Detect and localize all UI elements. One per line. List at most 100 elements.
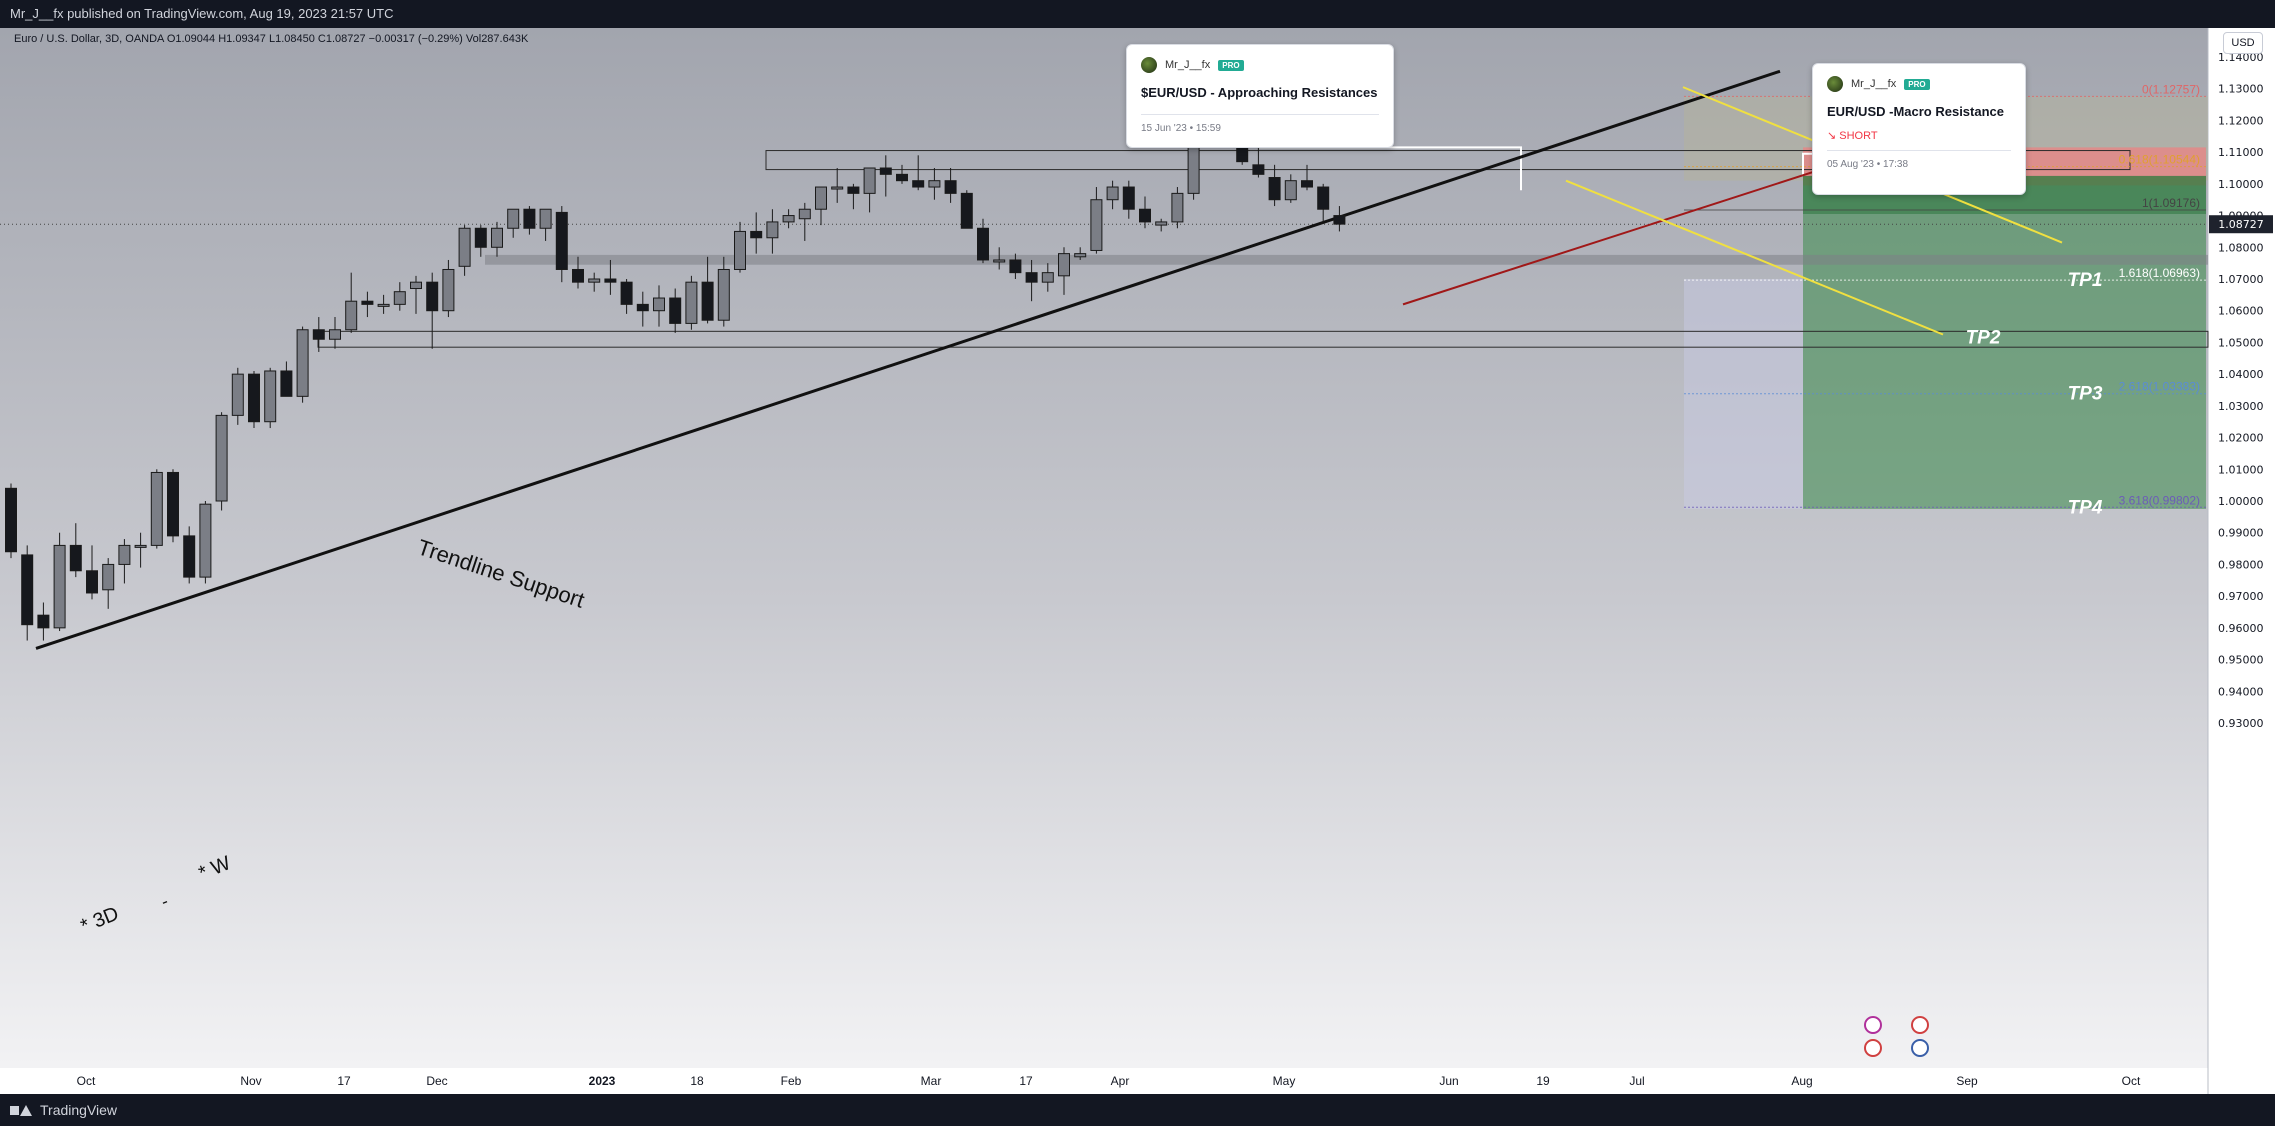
candle[interactable] (280, 361, 293, 397)
candle[interactable] (1284, 174, 1297, 203)
candle[interactable] (879, 155, 892, 197)
candle[interactable] (912, 155, 925, 191)
trendline-support[interactable] (35, 69, 1781, 650)
candle[interactable] (507, 208, 520, 238)
candle[interactable] (5, 483, 17, 559)
candle[interactable] (604, 259, 617, 295)
candle[interactable] (977, 218, 989, 264)
rising-channel-line[interactable] (1402, 159, 1851, 306)
support-band[interactable] (485, 254, 2208, 265)
candle[interactable] (345, 272, 358, 333)
candle[interactable] (69, 523, 82, 578)
candle[interactable] (782, 209, 795, 229)
candle[interactable] (1122, 180, 1135, 219)
candle[interactable] (750, 212, 763, 254)
candle[interactable] (815, 186, 827, 226)
candle[interactable] (1074, 247, 1087, 260)
card-title[interactable]: $EUR/USD - Approaching Resistances (1141, 85, 1378, 100)
candle[interactable] (960, 190, 973, 229)
candle-body (831, 186, 844, 190)
candle[interactable] (555, 206, 568, 283)
price-chart[interactable]: 0(1.12757) 0.618(1.10544) 1(1.09176) 1.618(… (0, 28, 2275, 1094)
candle[interactable] (636, 291, 649, 327)
candle[interactable] (426, 272, 439, 349)
candle[interactable] (1268, 164, 1281, 207)
idea-card-macro[interactable]: Mr_J__fx PRO EUR/USD -Macro Resistance ↘… (1812, 63, 2026, 195)
candle[interactable] (361, 291, 374, 318)
candle[interactable] (1009, 253, 1022, 279)
candle[interactable] (134, 532, 147, 568)
currency-button[interactable]: USD (2223, 32, 2263, 54)
candle[interactable] (993, 247, 1006, 270)
candle[interactable] (312, 317, 325, 352)
candle[interactable] (1317, 183, 1330, 222)
candle[interactable] (669, 288, 682, 333)
card-title[interactable]: EUR/USD -Macro Resistance (1827, 104, 2004, 119)
candle[interactable] (264, 367, 277, 429)
candle[interactable] (458, 225, 471, 276)
descending-target-line[interactable] (1565, 179, 1944, 336)
candle[interactable] (1090, 187, 1103, 254)
candle[interactable] (734, 221, 746, 273)
candle[interactable] (1106, 180, 1119, 210)
candle[interactable] (1301, 164, 1313, 191)
candle[interactable] (410, 275, 422, 314)
economic-event-icon[interactable] (1864, 1039, 1882, 1057)
candle[interactable] (215, 412, 228, 511)
candle[interactable] (701, 256, 714, 324)
candle[interactable] (248, 370, 260, 429)
candle[interactable] (685, 275, 698, 330)
candle[interactable] (1058, 247, 1070, 295)
candle[interactable] (588, 272, 601, 292)
candle[interactable] (231, 367, 244, 425)
candle[interactable] (53, 532, 66, 632)
take-profit-zone[interactable] (1803, 175, 2206, 509)
symbol-legend[interactable]: Euro / U.S. Dollar, 3D, OANDA O1.09044 H… (14, 33, 529, 45)
candle[interactable] (1333, 206, 1346, 232)
candle[interactable] (928, 168, 941, 200)
candle[interactable] (442, 259, 455, 318)
candle[interactable] (539, 208, 552, 241)
chart-area[interactable]: 0(1.12757) 0.618(1.10544) 1(1.09176) 1.618(… (0, 28, 2275, 1094)
candle[interactable] (523, 206, 536, 235)
economic-event-icon[interactable] (1911, 1016, 1929, 1034)
candle[interactable] (1025, 259, 1038, 302)
candle[interactable] (1171, 187, 1184, 229)
candle[interactable] (766, 209, 779, 254)
card-author: Mr_J__fx PRO (1827, 76, 2011, 92)
candle[interactable] (944, 168, 957, 203)
candle[interactable] (183, 526, 196, 584)
candle[interactable] (572, 256, 584, 289)
candle[interactable] (896, 164, 908, 184)
candle[interactable] (491, 221, 503, 257)
candle[interactable] (1139, 196, 1151, 229)
economic-event-icon[interactable] (1864, 1016, 1882, 1034)
candle[interactable] (717, 256, 730, 327)
candle[interactable] (199, 501, 212, 584)
candle[interactable] (847, 183, 860, 210)
candle[interactable] (21, 545, 34, 641)
idea-card-approaching[interactable]: Mr_J__fx PRO $EUR/USD - Approaching Resi… (1126, 44, 1394, 148)
candle[interactable] (329, 317, 341, 349)
candle[interactable] (863, 167, 876, 213)
candle[interactable] (393, 282, 406, 311)
candle[interactable] (474, 225, 487, 257)
candle[interactable] (167, 469, 179, 543)
candle[interactable] (37, 602, 50, 641)
candle[interactable] (377, 294, 390, 314)
candle-body (102, 563, 115, 591)
candle[interactable] (102, 558, 115, 609)
candle[interactable] (150, 469, 163, 549)
candle[interactable] (620, 279, 633, 314)
resistance-box[interactable] (765, 150, 2131, 171)
tradingview-logo[interactable]: TradingView (10, 1094, 117, 1126)
economic-event-icon[interactable] (1911, 1039, 1929, 1057)
candle[interactable] (831, 168, 844, 203)
candle[interactable] (1155, 218, 1168, 232)
candle[interactable] (798, 202, 811, 241)
candle[interactable] (1041, 263, 1054, 292)
candle[interactable] (296, 326, 309, 403)
candle[interactable] (86, 545, 98, 600)
candle[interactable] (118, 539, 131, 584)
candle[interactable] (653, 285, 665, 327)
